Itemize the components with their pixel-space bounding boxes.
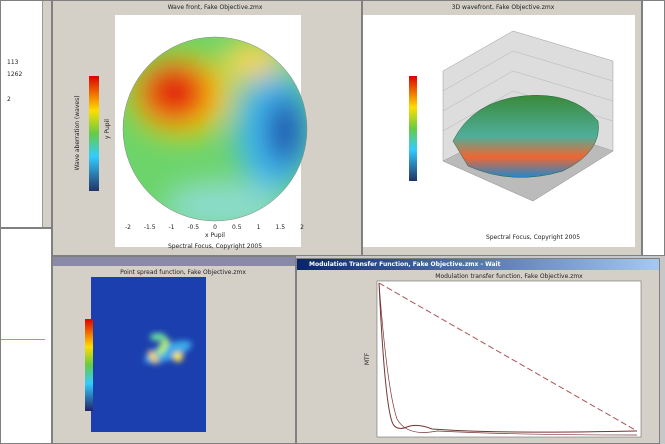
y-label: MTF — [364, 352, 371, 365]
panel-text: 1262 — [7, 71, 22, 78]
x-tick-label: -2 — [125, 224, 131, 231]
wavefront-plot: Wave front, Fake Objective.zmx x Pupil y… — [53, 1, 362, 256]
surface-window: 3D wavefront, Fake Objective.zmx Spectra… — [362, 0, 642, 256]
trace — [1, 339, 45, 340]
psf-window: Point spread function, Fake Objective.zm… — [52, 256, 296, 444]
surface-plot: 3D wavefront, Fake Objective.zmx Spectra… — [363, 1, 642, 256]
scrollbar[interactable] — [42, 1, 51, 228]
screen: {"left_panel": {"lines": ["113", "1262",… — [0, 0, 665, 444]
panel-text: 2 — [7, 96, 11, 103]
panel-text: 113 — [7, 59, 18, 66]
x-tick-label: 1 — [257, 224, 261, 231]
footer: Spectral Focus, Copyright 2005 — [486, 234, 580, 241]
colorbar-label: Wave aberration (waves) — [74, 95, 81, 170]
x-tick-label: 0 — [213, 224, 217, 231]
x-tick-label: 0.5 — [232, 224, 242, 231]
wavefront-window: Wave front, Fake Objective.zmx x Pupil y… — [52, 0, 362, 256]
mtf-window: Modulation Transfer Function, Fake Objec… — [296, 258, 660, 444]
mtf-plot: Modulation transfer function, Fake Objec… — [297, 259, 660, 444]
psf-plot: Point spread function, Fake Objective.zm… — [53, 257, 296, 444]
footer: Spectral Focus, Copyright 2005 — [168, 243, 262, 250]
colorbar — [89, 76, 99, 191]
x-tick-label: 2 — [300, 224, 304, 231]
x-label: x Pupil — [205, 232, 225, 239]
x-tick-label: 1.5 — [275, 224, 285, 231]
colorbar — [409, 76, 417, 181]
plot-title: 3D wavefront, Fake Objective.zmx — [452, 4, 555, 11]
plot-title: Modulation transfer function, Fake Objec… — [435, 273, 583, 280]
y-label: y Pupil — [104, 119, 111, 139]
colorbar — [85, 319, 93, 411]
right-window — [642, 0, 665, 256]
x-tick-label: -1.5 — [144, 224, 156, 231]
left-window: 113 1262 2 — [0, 0, 52, 228]
plot-title: Wave front, Fake Objective.zmx — [168, 4, 263, 11]
x-tick-label: -0.5 — [187, 224, 199, 231]
x-tick-label: -1 — [169, 224, 175, 231]
plot-title: Point spread function, Fake Objective.zm… — [120, 269, 246, 276]
left-window-2 — [0, 228, 52, 444]
